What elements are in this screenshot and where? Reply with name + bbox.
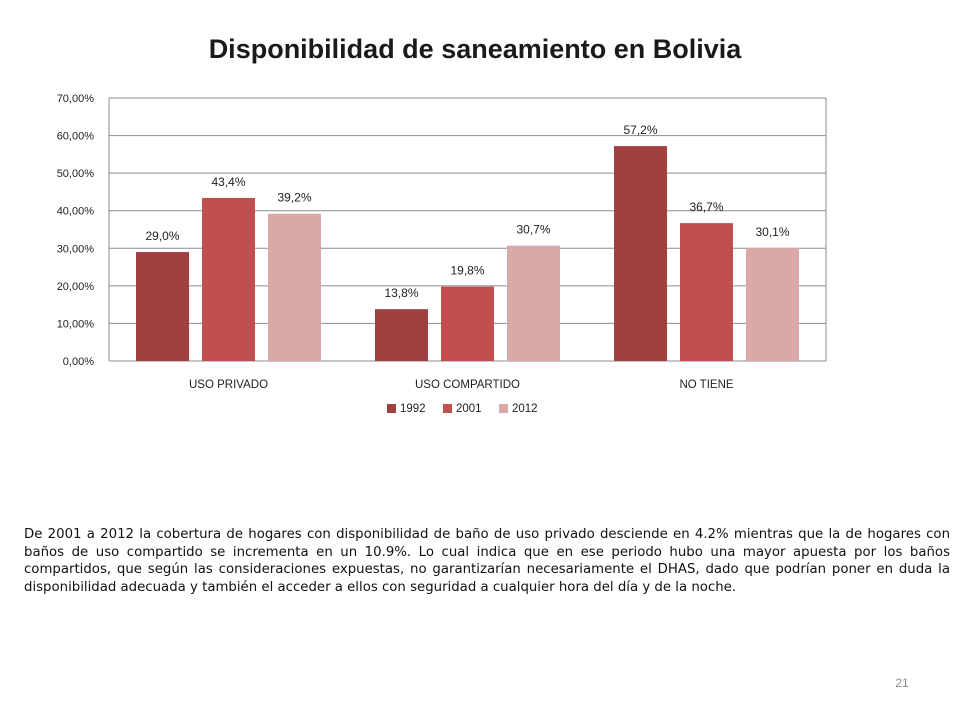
data-label: 30,7% <box>516 223 550 237</box>
data-labels: 29,0% 43,4% 39,2% 13,8% 19,8% 30,7% 57,2% 36,7%… <box>145 123 789 300</box>
y-tick-label: 10,00% <box>57 318 95 330</box>
y-tick-label: 50,00% <box>57 168 95 180</box>
bar-chart: Disponibilidad de saneamiento en Bolivia… <box>57 34 827 415</box>
x-tick-label: USO COMPARTIDO <box>415 379 520 391</box>
bar-2001-1 <box>441 286 494 361</box>
bar-2012-2 <box>746 247 799 361</box>
data-label: 57,2% <box>623 123 657 137</box>
bar-2012-1 <box>507 245 560 361</box>
bar-1992-2 <box>614 146 667 361</box>
chart-title: Disponibilidad de saneamiento en Bolivia <box>209 34 743 64</box>
data-label: 36,7% <box>689 200 723 214</box>
y-tick-label: 20,00% <box>57 281 95 293</box>
legend: 1992 2001 2012 <box>387 403 538 415</box>
y-tick-label: 30,00% <box>57 243 95 255</box>
x-tick-label: USO PRIVADO <box>189 379 268 391</box>
data-label: 13,8% <box>384 286 418 300</box>
legend-swatch-1992 <box>387 404 396 413</box>
legend-label: 2001 <box>456 403 482 415</box>
y-tick-label: 60,00% <box>57 131 95 143</box>
data-label: 39,2% <box>277 191 311 205</box>
y-axis-tick-labels: 0,00% 10,00% 20,00% 30,00% 40,00% 50,00% 60,00… <box>57 93 95 368</box>
body-paragraph: De 2001 a 2012 la cobertura de hogares c… <box>24 527 950 595</box>
data-label: 43,4% <box>211 175 245 189</box>
legend-label: 2012 <box>512 403 538 415</box>
y-tick-label: 40,00% <box>57 206 95 218</box>
bar-2001-0 <box>202 197 255 361</box>
data-label: 19,8% <box>450 264 484 278</box>
data-label: 29,0% <box>145 229 179 243</box>
x-tick-label: NO TIENE <box>679 379 733 391</box>
y-tick-label: 0,00% <box>63 356 94 368</box>
bar-1992-1 <box>375 309 428 361</box>
bar-1992-0 <box>136 252 189 361</box>
y-tick-label: 70,00% <box>57 93 95 105</box>
data-label: 30,1% <box>755 225 789 239</box>
legend-swatch-2012 <box>499 404 508 413</box>
bar-2012-0 <box>268 213 321 361</box>
bars <box>136 146 799 361</box>
page-number: 21 <box>895 676 909 690</box>
legend-label: 1992 <box>400 403 426 415</box>
legend-swatch-2001 <box>443 404 452 413</box>
x-axis-tick-labels: USO PRIVADO USO COMPARTIDO NO TIENE <box>189 379 734 391</box>
bar-2001-2 <box>680 223 733 361</box>
